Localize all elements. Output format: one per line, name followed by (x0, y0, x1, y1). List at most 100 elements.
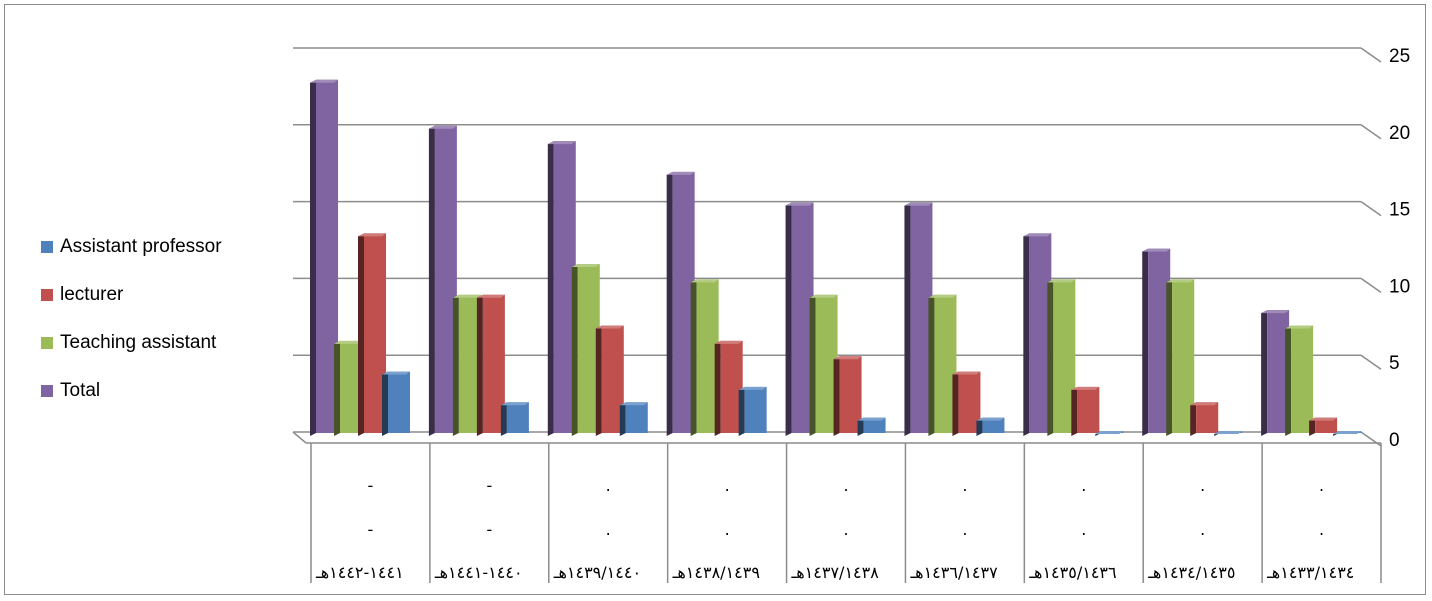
bar (1267, 310, 1290, 433)
bar-top (952, 371, 981, 375)
bar-side (1166, 279, 1173, 436)
category-label: . (962, 476, 967, 495)
side-wall-line (1360, 431, 1382, 447)
bar (1148, 248, 1171, 433)
y-tick-label: 5 (1389, 353, 1400, 374)
bar-top (1214, 431, 1243, 434)
category-label: ١٤٤٠-١٤٤١هـ (434, 563, 523, 582)
bar-side (1309, 417, 1316, 436)
legend-item-total: Total (41, 367, 222, 415)
y-tick-label: 25 (1389, 46, 1410, 67)
bar (1315, 417, 1338, 433)
bar (982, 417, 1005, 433)
category-label: . (843, 476, 848, 495)
bar-top (904, 202, 933, 206)
floor-edge-left (292, 431, 307, 444)
bar (1077, 386, 1100, 433)
legend-label: Total (60, 380, 101, 401)
bar-chart-3d: 0 5 10 15 20 25 - - ١٤٤١-١٤٤٢هـ - - ١٤٤٠-١٤٤١هـ.. ١٤… (292, 46, 1410, 583)
bar-side (428, 125, 435, 437)
bar (553, 141, 576, 433)
category-label: . (1319, 476, 1324, 495)
bar (482, 294, 505, 433)
bar-top (738, 386, 767, 390)
category-label: . (606, 520, 611, 539)
bar-side (476, 294, 483, 436)
category-label: - (368, 476, 374, 495)
bar-top (690, 279, 719, 283)
legend-swatch (41, 241, 53, 253)
bar-top (1047, 279, 1076, 283)
bar (1029, 233, 1052, 433)
bar (388, 371, 410, 433)
bar-top (785, 202, 814, 206)
bar (696, 279, 719, 433)
category-label: ١٤٣٣/١٤٣٤هـ (1266, 563, 1354, 582)
bar (458, 294, 481, 433)
bar-top (1142, 248, 1171, 252)
category-label: . (606, 476, 611, 495)
bar (672, 171, 695, 433)
bar-side (452, 294, 459, 436)
category-label: - (486, 476, 492, 495)
y-tick-label: 15 (1389, 200, 1410, 221)
bar (364, 233, 386, 433)
bar-side (785, 202, 792, 436)
category-label: ١٤٣٨/١٤٣٩هـ (672, 563, 760, 582)
side-wall-line (1360, 277, 1382, 294)
legend-item-teaching-assistant: Teaching assistant (41, 319, 222, 367)
bar-top (833, 356, 862, 360)
bar-top (382, 371, 410, 375)
bar-top (1261, 310, 1290, 314)
y-tick-label: 0 (1389, 430, 1400, 451)
category-label: ١٤٣٥/١٤٣٦هـ (1028, 563, 1116, 582)
bar (506, 402, 529, 433)
bar-top (976, 417, 1005, 421)
bar (863, 417, 886, 433)
category-label: . (725, 520, 730, 539)
bar-top (310, 79, 338, 83)
legend-item-lecturer: lecturer (41, 271, 222, 319)
bar-top (358, 233, 386, 237)
bar-top (547, 141, 576, 145)
side-wall-line (1360, 47, 1382, 63)
bar-side (1047, 279, 1054, 436)
bar (1291, 325, 1314, 433)
bar-side (619, 402, 626, 436)
legend-label: Teaching assistant (60, 332, 217, 353)
bar (316, 79, 338, 433)
category-label: . (962, 520, 967, 539)
chart-area: 0 5 10 15 20 25 - - ١٤٤١-١٤٤٢هـ - - ١٤٤٠-١٤٤١هـ.. ١٤… (4, 4, 1426, 595)
category-label: . (1200, 476, 1205, 495)
legend-swatch (41, 337, 53, 349)
bar-side (952, 371, 959, 436)
side-wall-line (1360, 354, 1382, 370)
bar-side (857, 417, 864, 436)
category-label: ١٤٣٦/١٤٣٧هـ (909, 563, 998, 582)
bar-side (310, 79, 316, 436)
bar-side (1023, 233, 1030, 436)
bar-top (452, 294, 481, 298)
bar-side (904, 202, 911, 436)
y-tick-label: 10 (1389, 276, 1410, 297)
bar-top (714, 340, 743, 344)
legend-swatch (41, 385, 53, 397)
bar-side (809, 294, 816, 436)
bar (720, 340, 743, 433)
series-total (310, 79, 1290, 437)
category-label: ١٤٣٧/١٤٣٨هـ (791, 563, 880, 582)
bar (601, 325, 624, 433)
bar-side (547, 141, 554, 436)
bar-side (928, 294, 935, 436)
bar-side (714, 340, 721, 436)
bar-top (334, 340, 362, 344)
bar-top (1309, 417, 1338, 421)
bar-top (571, 264, 600, 268)
bar-top (666, 171, 695, 175)
category-label: - (486, 520, 492, 539)
bar-top (928, 294, 957, 298)
category-label: . (1319, 520, 1324, 539)
bar-side (833, 356, 840, 436)
bar-top (1095, 431, 1124, 434)
legend-swatch (41, 289, 53, 301)
